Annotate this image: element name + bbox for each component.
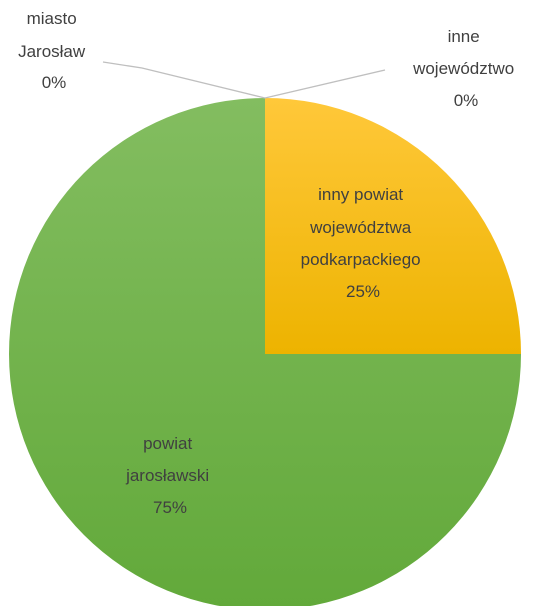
leader-line-miasto-jaroslaw bbox=[102, 61, 266, 99]
leader-line-inne-wojewodztwo bbox=[264, 69, 386, 99]
data-label-inne-wojewodztwo: inne województwo 0% bbox=[412, 27, 519, 110]
data-label-powiat-jaroslawski: powiat jarosławski 75% bbox=[125, 434, 214, 517]
data-label-value: 0% bbox=[42, 73, 67, 92]
data-label-value: 25% bbox=[346, 282, 380, 301]
data-label-line: województwa bbox=[309, 218, 412, 237]
data-label-line: inny powiat bbox=[318, 185, 403, 204]
data-label-inny-powiat: inny powiat województwa podkarpackiego 2… bbox=[301, 185, 426, 301]
slice-inny-powiat-wojewodztwa-podkarpackiego bbox=[265, 98, 521, 354]
slice-powiat-jaroslawski bbox=[9, 98, 521, 606]
data-label-value: 75% bbox=[153, 498, 187, 517]
data-label-line: powiat bbox=[143, 434, 192, 453]
data-label-value: 0% bbox=[454, 91, 479, 110]
data-label-line: jarosławski bbox=[125, 466, 209, 485]
data-label-line: Jarosław bbox=[18, 42, 86, 61]
data-label-line: miasto bbox=[27, 9, 77, 28]
data-label-line: podkarpackiego bbox=[301, 250, 421, 269]
data-label-miasto-jaroslaw: miasto Jarosław 0% bbox=[18, 9, 90, 92]
data-label-line: inne bbox=[448, 27, 480, 46]
data-label-line: województwo bbox=[412, 59, 514, 78]
